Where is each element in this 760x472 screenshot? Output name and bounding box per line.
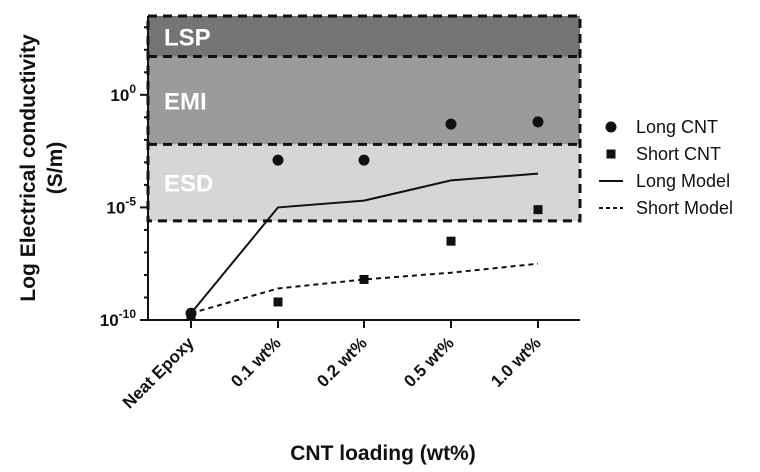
point-long-cnt: [358, 154, 370, 166]
x-tick-label: 0.1 wt%: [227, 333, 285, 391]
band-label-lsp: LSP: [164, 24, 211, 51]
x-tick-label: 0.2 wt%: [313, 333, 371, 391]
legend-marker-long-cnt: [605, 121, 617, 133]
y-tick-label: 100: [110, 82, 136, 105]
legend-label-short-model: Short Model: [636, 198, 733, 218]
point-long-cnt: [532, 116, 544, 128]
legend: Long CNT Short CNT Long Model Short Model: [599, 117, 733, 218]
point-short-cnt: [533, 205, 543, 215]
y-tick-label: 10-10: [100, 307, 137, 330]
band-lsp: [148, 16, 580, 57]
band-label-esd: ESD: [164, 171, 213, 198]
point-short-cnt: [186, 310, 196, 320]
point-short-cnt: [359, 274, 369, 284]
band-label-emi: EMI: [164, 88, 207, 115]
y-tick-label: 10-5: [106, 194, 136, 217]
legend-label-long-model: Long Model: [636, 171, 730, 191]
band-emi: [148, 56, 580, 145]
point-short-cnt: [273, 297, 283, 307]
y-axis-title-unit: (S/m): [44, 142, 67, 195]
x-tick-label: 1.0 wt%: [487, 333, 545, 391]
series-line-short-model: [190, 262, 539, 315]
series-layer: [185, 116, 544, 320]
series-line-long-model: [190, 172, 539, 314]
x-axis-title: CNT loading (wt%): [290, 442, 475, 465]
point-short-cnt: [446, 236, 456, 246]
point-long-cnt: [272, 154, 284, 166]
legend-label-short-cnt: Short CNT: [636, 144, 721, 164]
legend-label-long-cnt: Long CNT: [636, 117, 718, 137]
point-long-cnt: [445, 118, 457, 130]
axis-labels: CNT loading (wt%) Log Electrical conducti…: [17, 34, 476, 465]
threshold-bands: LSP EMI ESD: [146, 14, 582, 223]
legend-marker-short-cnt: [606, 149, 616, 159]
x-tick-label: 0.5 wt%: [400, 333, 458, 391]
y-axis-title: Log Electrical conductivity: [17, 34, 40, 302]
x-tick-label: Neat Epoxy: [119, 333, 198, 412]
